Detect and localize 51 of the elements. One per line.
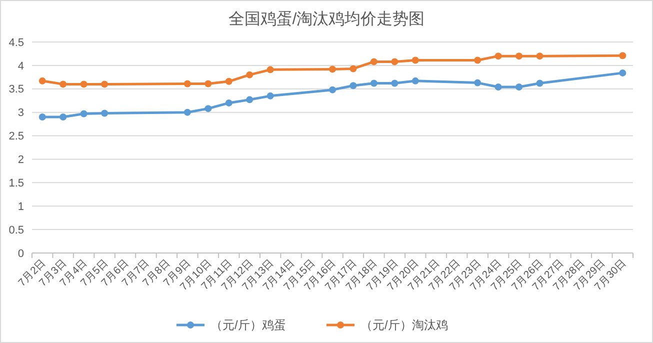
point (494, 52, 502, 60)
point (184, 80, 191, 88)
y-tick-label: 4.5 (8, 36, 24, 49)
y-tick-label: 0 (18, 248, 24, 260)
point (246, 96, 254, 104)
point (412, 77, 419, 84)
chart-title: 全国鸡蛋/淘汰鸡均价走势图 (228, 10, 425, 28)
point (101, 80, 108, 88)
point (536, 80, 544, 87)
point (204, 105, 212, 112)
point (329, 66, 336, 73)
point (474, 56, 482, 64)
point (38, 77, 46, 84)
point (391, 58, 398, 66)
point (246, 71, 254, 78)
point (516, 52, 523, 60)
legend-label: （元/斤）鸡蛋 (210, 318, 286, 332)
point (101, 110, 108, 117)
point (60, 114, 67, 121)
point (370, 58, 378, 66)
point (329, 86, 336, 94)
point (350, 65, 357, 72)
point (60, 80, 67, 88)
point (184, 108, 191, 116)
y-tick-label: 2 (18, 154, 24, 166)
legend-label: （元/斤）淘汰鸡 (360, 318, 448, 332)
point (80, 80, 88, 88)
point (536, 52, 544, 60)
y-tick-label: 1 (18, 200, 24, 213)
point (412, 56, 419, 64)
point (266, 92, 274, 100)
point (619, 69, 626, 76)
point (204, 80, 212, 88)
y-tick-label: 4 (18, 60, 24, 72)
point (474, 79, 482, 86)
point (38, 114, 46, 121)
point (619, 52, 626, 60)
point (494, 84, 502, 91)
y-tick-label: 3.5 (8, 84, 24, 96)
y-tick-label: 1.5 (8, 178, 24, 190)
point (350, 82, 357, 90)
y-tick-label: 2.5 (8, 130, 24, 143)
point (516, 84, 523, 91)
point (266, 66, 274, 74)
point (370, 80, 378, 87)
point (80, 110, 88, 118)
y-tick-label: 0.5 (8, 224, 24, 236)
y-tick-label: 3 (18, 107, 24, 120)
point (391, 80, 398, 87)
point (225, 99, 232, 106)
point (225, 78, 232, 85)
